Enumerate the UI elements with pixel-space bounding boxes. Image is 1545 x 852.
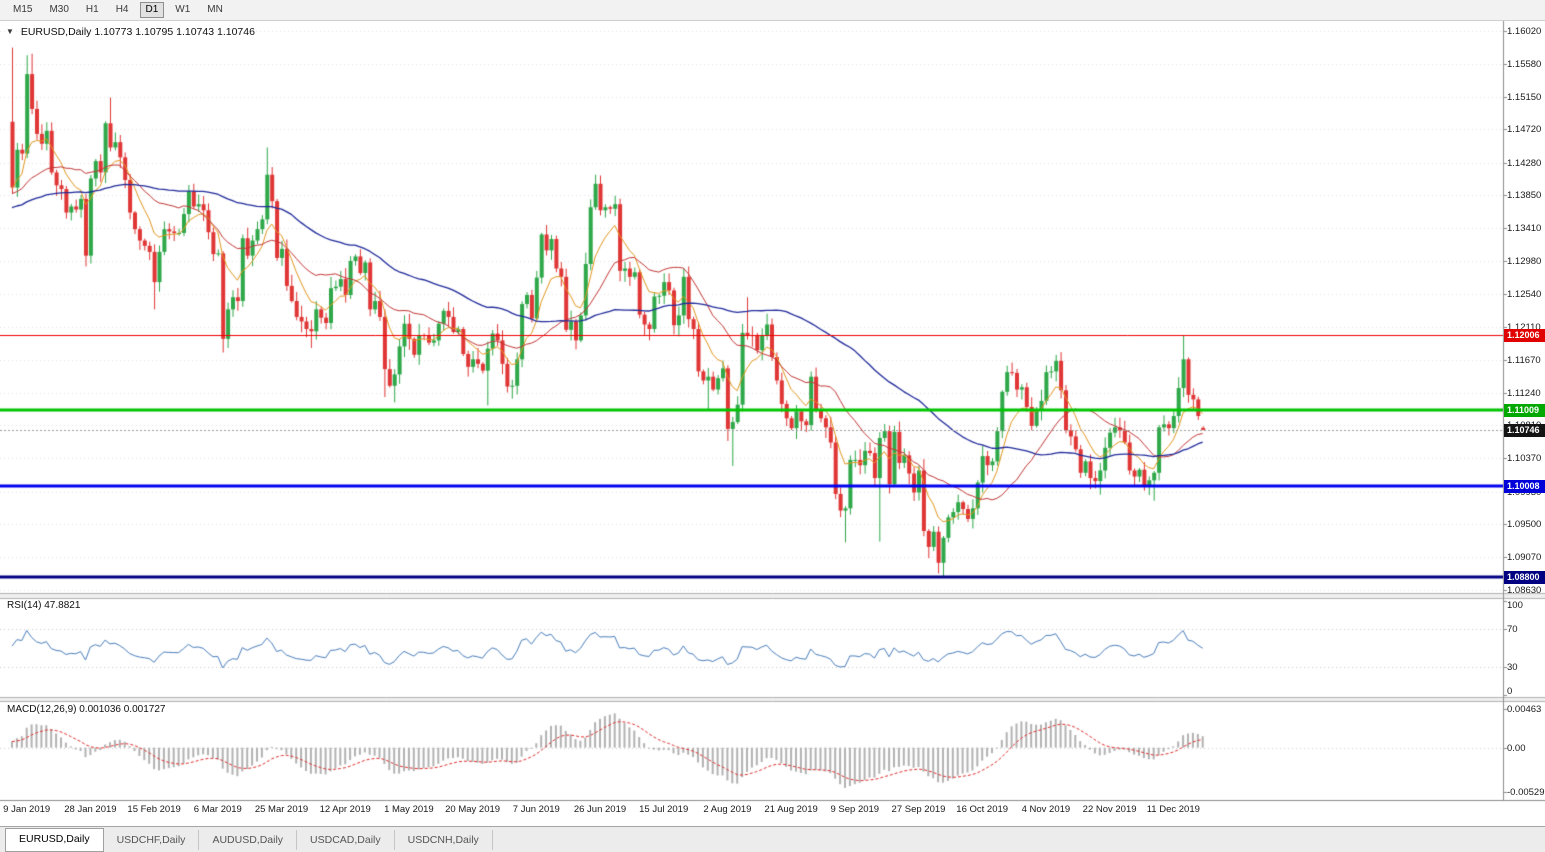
tab-usdchf-daily[interactable]: USDCHF,Daily — [104, 829, 200, 850]
timeframe-w1[interactable]: W1 — [175, 4, 191, 15]
timeframe-m30[interactable]: M30 — [49, 4, 69, 15]
timeframe-d1[interactable]: D1 — [139, 2, 165, 18]
timeframe-m15[interactable]: M15 — [13, 4, 33, 15]
timeframe-h1[interactable]: H1 — [85, 4, 99, 15]
timeframe-mn[interactable]: MN — [207, 4, 223, 15]
tab-audusd-daily[interactable]: AUDUSD,Daily — [199, 829, 298, 850]
tab-usdcnh-daily[interactable]: USDCNH,Daily — [395, 829, 493, 850]
timeframe-h4[interactable]: H4 — [115, 4, 129, 15]
tab-usdcad-daily[interactable]: USDCAD,Daily — [297, 829, 395, 850]
price-chart-canvas[interactable] — [0, 21, 1545, 826]
tab-eurusd-daily[interactable]: EURUSD,Daily — [5, 827, 104, 852]
symbol-tab-bar: EURUSD,Daily USDCHF,Daily AUDUSD,Daily U… — [0, 826, 1545, 852]
timeframe-toolbar: M15 M30 H1 H4 D1 W1 MN — [0, 0, 1545, 21]
